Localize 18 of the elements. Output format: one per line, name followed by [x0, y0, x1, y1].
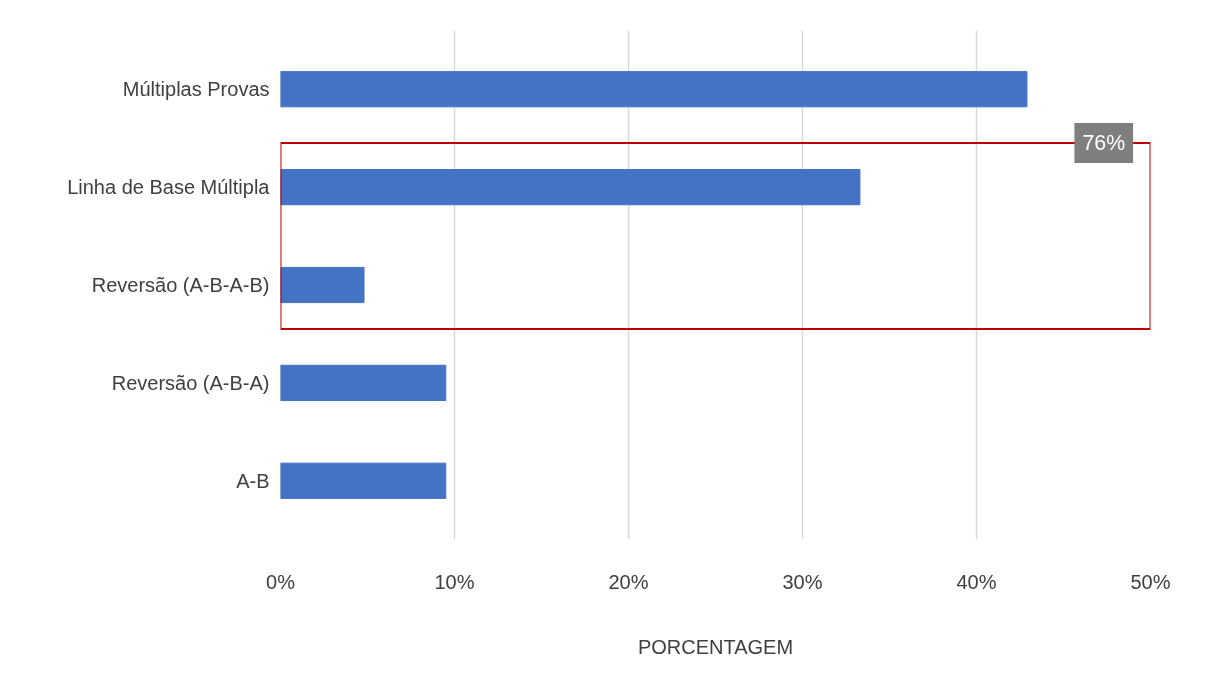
x-tick-label: 30% [782, 570, 823, 593]
y-tick-label: Reversão (A-B-A-B) [91, 274, 270, 296]
y-tick-label: Linha de Base Múltipla [67, 176, 271, 199]
x-tick-label: 40% [956, 570, 997, 593]
bar [280, 266, 365, 304]
y-tick-label: Múltiplas Provas [122, 78, 270, 101]
x-axis-title: PORCENTAGEM [637, 635, 794, 658]
bar [280, 169, 861, 206]
x-tick-label: 0% [266, 570, 296, 593]
x-tick-label: 10% [434, 570, 475, 593]
bar [280, 71, 1028, 108]
bar [280, 364, 447, 401]
annotation: 76% [1082, 131, 1126, 156]
y-tick-label: A-B [236, 469, 270, 492]
x-tick-label: 20% [608, 570, 649, 593]
bar [280, 462, 447, 499]
y-tick-label: Reversão (A-B-A) [111, 371, 270, 394]
x-tick-label: 50% [1130, 570, 1171, 593]
